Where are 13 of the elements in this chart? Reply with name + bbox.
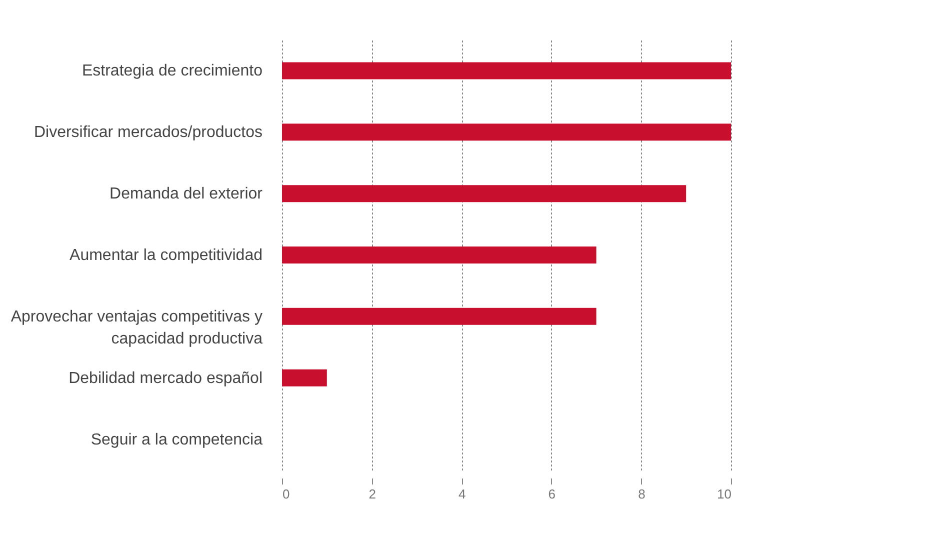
y-tick-label: Debilidad mercado español <box>68 370 262 387</box>
y-tick-label: Aumentar la competitividad <box>70 247 262 264</box>
x-tick-label: 10 <box>717 486 732 502</box>
x-tick-label: 2 <box>368 486 376 502</box>
y-tick-label: Demanda del exterior <box>110 186 264 203</box>
y-tick-label: Estrategia de crecimiento <box>82 62 263 80</box>
x-tick-label: 4 <box>458 486 466 502</box>
y-tick-label: Diversificar mercados/productos <box>34 124 262 142</box>
x-tick-label: 8 <box>638 486 646 502</box>
x-tick-label: 0 <box>282 486 290 502</box>
x-tick-label: 6 <box>548 486 556 502</box>
y-tick-label: Aprovechar ventajas competitivas y capacidad productiva <box>10 308 263 348</box>
y-tick-label: Seguir a la competencia <box>90 431 263 448</box>
